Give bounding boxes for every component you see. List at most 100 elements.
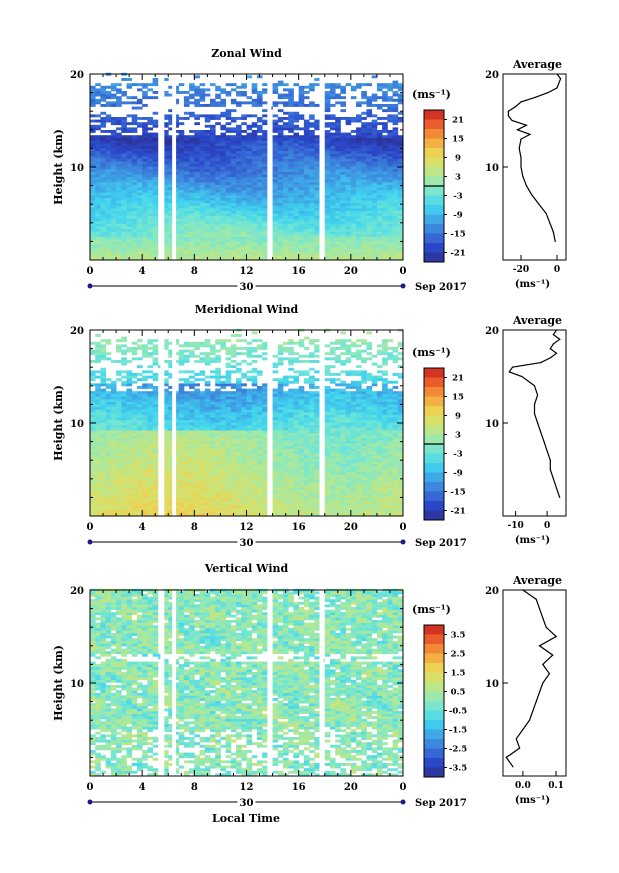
heatmap-cell [209, 241, 216, 245]
heatmap-cell [199, 156, 206, 159]
heatmap-cell [298, 150, 305, 154]
heatmap-cell [397, 231, 404, 235]
heatmap-cell [329, 114, 336, 118]
heatmap-cell [194, 176, 200, 180]
heatmap-cell [105, 200, 112, 204]
heatmap-cell [95, 166, 101, 170]
profile-point [520, 166, 522, 168]
heatmap-cell [329, 474, 336, 478]
heatmap-cell [199, 228, 206, 232]
heatmap-cell [288, 510, 294, 514]
heatmap-cell [121, 200, 127, 204]
heatmap-cell [189, 226, 195, 230]
heatmap-cell [173, 205, 180, 209]
heatmap-cell [236, 135, 242, 139]
heatmap-cell [345, 487, 352, 491]
heatmap-cell [209, 187, 216, 191]
heatmap-cell [350, 492, 357, 496]
heatmap-cell [116, 469, 122, 473]
heatmap-cell [246, 239, 253, 243]
heatmap-cell [387, 466, 393, 470]
heatmap-cell [293, 469, 300, 473]
heatmap-cell [256, 158, 263, 162]
heatmap-cell [298, 153, 305, 157]
heatmap-cell [241, 169, 247, 172]
heatmap-cell [199, 208, 206, 211]
heatmap-cell [168, 461, 174, 465]
y-tick-label: 10 [70, 163, 84, 174]
heatmap-cell [376, 189, 383, 193]
heatmap-cell [329, 221, 336, 224]
heatmap-cell [324, 145, 331, 149]
heatmap-cell [199, 257, 206, 261]
heatmap-cell [142, 252, 148, 256]
heatmap-cell [131, 487, 138, 491]
heatmap-cell [220, 184, 227, 188]
heatmap-cell [329, 184, 336, 188]
heatmap-cell [251, 156, 258, 159]
heatmap-cell [236, 508, 242, 512]
heatmap-cell [246, 156, 253, 159]
heatmap-cell [236, 505, 242, 509]
heatmap-cell [152, 487, 159, 491]
heatmap-cell [309, 461, 315, 465]
heatmap-cell [105, 205, 112, 209]
heatmap-cell [246, 461, 253, 465]
heatmap-cell [209, 226, 216, 230]
heatmap-cell [303, 197, 310, 201]
heatmap-cell [204, 202, 211, 206]
heatmap-cell [288, 93, 294, 97]
heatmap-cell [340, 234, 347, 237]
heatmap-cell [283, 148, 289, 152]
heatmap-cell [356, 156, 362, 159]
heatmap-cell [324, 497, 331, 501]
heatmap-cell [382, 257, 388, 261]
heatmap-cell [230, 479, 237, 483]
heatmap-cell [126, 145, 133, 149]
heatmap-cell [288, 492, 294, 496]
heatmap-cell [168, 503, 174, 506]
heatmap-cell [189, 482, 195, 486]
profile-x-tick-label: 0 [554, 265, 560, 275]
heatmap-cell [303, 85, 310, 89]
profile-point [525, 185, 528, 187]
heatmap-cell [173, 208, 180, 211]
heatmap-cell [387, 109, 393, 113]
heatmap-cell [110, 500, 117, 504]
heatmap-cell [366, 96, 373, 100]
heatmap-cell [100, 169, 107, 172]
heatmap-cell [215, 252, 221, 256]
heatmap-cell [361, 234, 367, 237]
heatmap-cell [116, 456, 122, 460]
heatmap-cell [256, 148, 263, 152]
heatmap-cell [350, 239, 357, 243]
heatmap-cell [392, 182, 399, 185]
heatmap-cell [350, 228, 357, 232]
heatmap-cell [204, 218, 211, 222]
heatmap-cell [121, 495, 127, 499]
heatmap-cell [288, 114, 294, 118]
heatmap-cell [366, 197, 373, 201]
heatmap-cell [340, 153, 347, 157]
heatmap-cell [121, 477, 127, 480]
heatmap-cell [142, 179, 148, 183]
heatmap-cell [293, 236, 300, 240]
heatmap-cell [199, 241, 206, 245]
heatmap-cell [204, 140, 211, 144]
heatmap-cell [335, 451, 341, 454]
heatmap-cell [397, 466, 404, 470]
heatmap-cell [251, 192, 258, 196]
heatmap-cell [215, 171, 221, 175]
heatmap-cell [350, 453, 357, 457]
heatmap-cell [314, 461, 320, 465]
heatmap-cell [288, 471, 294, 475]
heatmap-cell [277, 210, 284, 214]
heatmap-cell [246, 487, 253, 491]
heatmap-cell [163, 482, 169, 486]
heatmap-cell [215, 104, 221, 107]
heatmap-cell [95, 137, 101, 141]
heatmap-cell [178, 132, 185, 136]
heatmap-cell [277, 150, 284, 154]
heatmap-cell [116, 166, 122, 170]
heatmap-cell [345, 163, 352, 167]
